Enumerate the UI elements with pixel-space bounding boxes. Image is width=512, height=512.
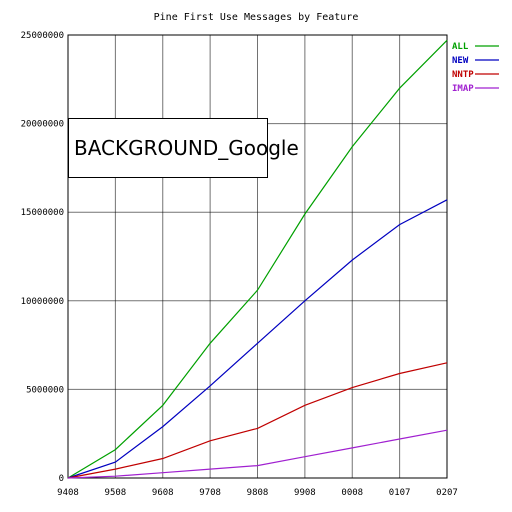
x-tick-label: 9708 (199, 488, 221, 498)
series-line-new (67, 199, 448, 479)
x-tick-label: 0008 (341, 488, 363, 498)
x-tick-label: 0207 (436, 488, 458, 498)
legend: ALL NEW NNTP IMAP (452, 42, 499, 94)
chart-title: Pine First Use Messages by Feature (154, 12, 359, 23)
series-line-imap (67, 429, 448, 479)
y-tick-label: 20000000 (21, 120, 64, 130)
axis-layer: 0 5000000 10000000 15000000 20000000 25000000… (21, 31, 458, 498)
y-tick-label: 0 (59, 474, 64, 484)
x-tick-label: 9608 (152, 488, 174, 498)
x-tick-label: 9508 (105, 488, 127, 498)
x-tick-label: 9908 (294, 488, 316, 498)
y-tick-label: 5000000 (26, 385, 64, 395)
x-tick-label: 9808 (247, 488, 269, 498)
x-tick-label: 9408 (57, 488, 79, 498)
legend-label-new: NEW (452, 56, 469, 66)
legend-label-imap: IMAP (452, 84, 474, 94)
legend-label-nntp: NNTP (452, 70, 474, 80)
y-tick-label: 10000000 (21, 297, 64, 307)
legend-label-all: ALL (452, 42, 469, 52)
plot-frame (67, 34, 448, 479)
y-tick-label: 15000000 (21, 208, 64, 218)
series-layer (67, 39, 448, 479)
x-tick-label: 0107 (389, 488, 411, 498)
series-line-all (67, 39, 448, 479)
y-tick-label: 25000000 (21, 31, 64, 41)
series-line-nntp (67, 362, 448, 479)
overlay-placeholder-box: BACKGROUND_Google (68, 118, 299, 178)
